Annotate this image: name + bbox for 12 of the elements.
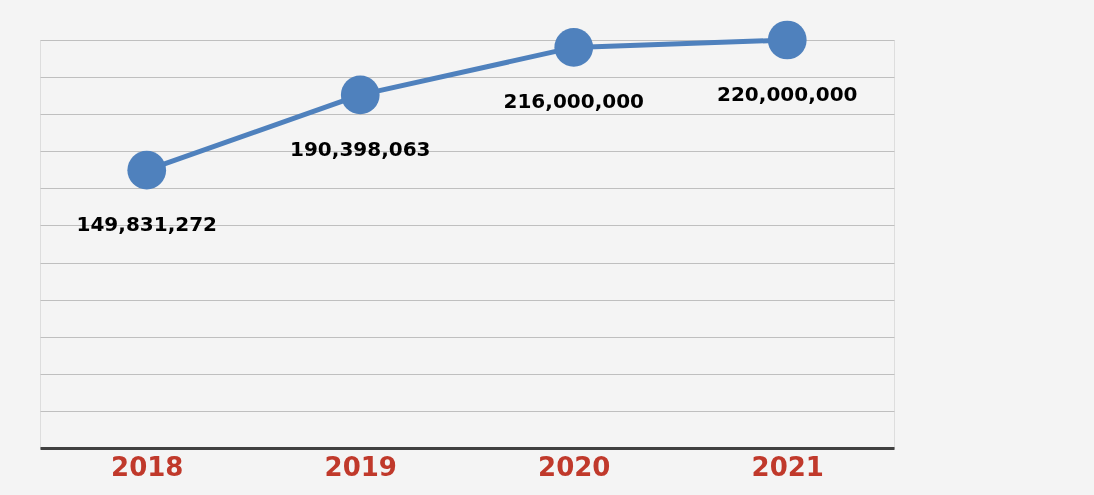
- x-tick-label: 2018: [111, 451, 184, 482]
- data-label: 216,000,000: [503, 89, 644, 114]
- point: [340, 75, 380, 115]
- x-tick-label: 2021: [751, 451, 824, 482]
- point: [554, 28, 594, 67]
- x-tick-label: 2019: [324, 451, 397, 482]
- data-label: 149,831,272: [76, 212, 217, 237]
- point: [767, 20, 807, 60]
- point: [127, 150, 167, 190]
- data-label: 190,398,063: [290, 136, 431, 161]
- x-tick-label: 2020: [538, 451, 611, 482]
- data-label: 220,000,000: [717, 82, 858, 106]
